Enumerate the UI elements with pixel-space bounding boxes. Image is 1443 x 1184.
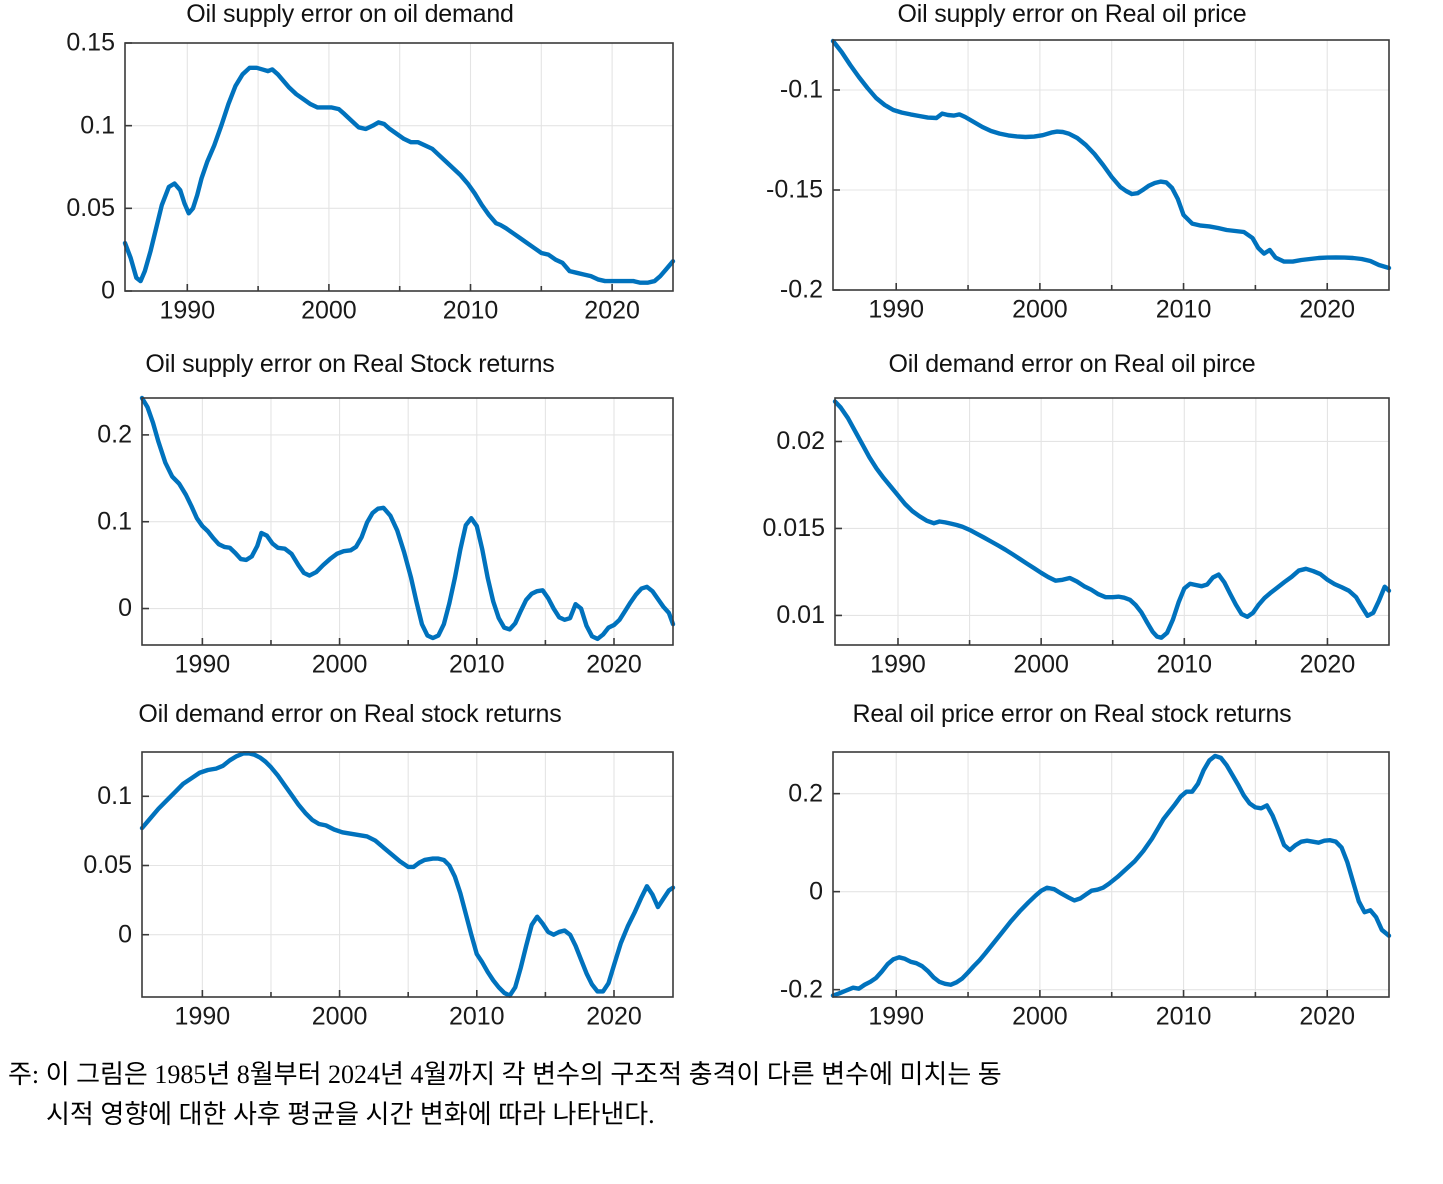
x-tick-label: 2000 [1013, 651, 1069, 679]
chart-gridlines [833, 40, 1389, 290]
chart-panel-top-left: Oil supply error on oil demand 0 0.05 0.1 0.… [0, 0, 700, 340]
chart-canvas-bottom-left: 0 0.05 0.1 1990 2000 2010 2020 [83, 751, 676, 1031]
y-tick-label: 0.01 [776, 601, 825, 629]
chart-series-line [830, 753, 1392, 998]
chart-axis-box [141, 751, 674, 998]
y-tick-label: 0.2 [97, 421, 132, 449]
chart-title-top-left: Oil supply error on oil demand [186, 0, 514, 28]
chart-canvas-middle-left: 0 0.1 0.2 1990 2000 2010 2020 [97, 395, 676, 679]
y-tick-label: 0.015 [762, 514, 825, 542]
chart-gridlines [833, 752, 1389, 997]
chart-canvas-middle-right: 0.01 0.015 0.02 1990 2000 2010 2020 [762, 397, 1392, 679]
x-tick-label: 1990 [175, 1003, 231, 1031]
chart-axis-box [834, 397, 1390, 646]
chart-axis-box [832, 751, 1390, 998]
chart-series-line [830, 38, 1392, 271]
y-tick-label: -0.2 [780, 975, 823, 1003]
chart-ticks: -0.2 -0.15 -0.1 1990 2000 2010 2020 [766, 76, 1355, 324]
x-tick-label: 2000 [312, 651, 368, 679]
y-tick-label: -0.15 [766, 176, 823, 204]
y-tick-label: 0 [118, 920, 132, 948]
chart-gridlines [142, 398, 673, 645]
chart-ticks: 0.01 0.015 0.02 1990 2000 2010 2020 [762, 427, 1355, 678]
x-tick-label: 2010 [449, 1003, 505, 1031]
y-tick-label: -0.1 [780, 76, 823, 104]
caption-line-1: 주: 이 그림은 1985년 8월부터 2024년 4월까지 각 변수의 구조적… [8, 1060, 1002, 1089]
y-tick-label: 0.1 [97, 507, 132, 535]
chart-title-top-right: Oil supply error on Real oil price [897, 0, 1247, 28]
x-tick-label: 1990 [868, 296, 924, 324]
chart-title-middle-right: Oil demand error on Real oil pirce [888, 350, 1256, 378]
y-tick-label: 0.15 [66, 29, 115, 57]
y-tick-label: 0.05 [66, 194, 115, 222]
chart-title-middle-left: Oil supply error on Real Stock returns [145, 350, 555, 378]
x-tick-label: 2020 [584, 297, 640, 325]
y-tick-label: 0.05 [83, 851, 132, 879]
x-tick-label: 1990 [870, 651, 926, 679]
chart-series-line [122, 65, 676, 285]
chart-ticks: 0 0.05 0.1 1990 2000 2010 2020 [83, 782, 641, 1031]
y-tick-label: 0.1 [80, 111, 115, 139]
chart-panel-bottom-right: Real oil price error on Real stock retur… [722, 700, 1422, 1050]
x-tick-label: 2020 [1299, 1003, 1355, 1031]
y-tick-label: -0.2 [780, 276, 823, 304]
chart-series-line [139, 751, 676, 998]
x-tick-label: 2010 [449, 651, 505, 679]
x-tick-label: 2000 [312, 1003, 368, 1031]
y-tick-label: 0 [118, 594, 132, 622]
chart-canvas-bottom-right: -0.2 0 0.2 1990 2000 2010 2020 [780, 751, 1392, 1031]
x-tick-label: 1990 [159, 297, 215, 325]
chart-canvas-top-right: -0.2 -0.15 -0.1 1990 2000 2010 2020 [766, 38, 1392, 324]
y-tick-label: 0.1 [97, 782, 132, 810]
chart-gridlines [125, 43, 673, 291]
chart-ticks: 0 0.05 0.1 0.15 1990 2000 2010 2020 [66, 29, 640, 325]
y-tick-label: 0 [101, 277, 115, 305]
x-tick-label: 2010 [1156, 1003, 1212, 1031]
x-tick-label: 1990 [175, 651, 231, 679]
x-tick-label: 2000 [1012, 296, 1068, 324]
figure-caption: 주: 이 그림은 1985년 8월부터 2024년 4월까지 각 변수의 구조적… [8, 1055, 1438, 1136]
y-tick-label: 0.02 [776, 427, 825, 455]
chart-axis-box [832, 39, 1390, 291]
chart-panel-top-right: Oil supply error on Real oil price -0.2 -0… [722, 0, 1422, 340]
chart-series-line [832, 399, 1392, 640]
chart-ticks: 0 0.1 0.2 1990 2000 2010 2020 [97, 421, 642, 679]
x-tick-label: 2000 [301, 297, 357, 325]
x-tick-label: 2010 [1156, 296, 1212, 324]
y-tick-label: 0.2 [788, 779, 823, 807]
chart-canvas-top-left: 0 0.05 0.1 0.15 1990 2000 2010 2020 [66, 29, 676, 325]
chart-panel-middle-left: Oil supply error on Real Stock returns 0 0… [0, 350, 700, 695]
x-tick-label: 2010 [443, 297, 499, 325]
x-tick-label: 2010 [1156, 651, 1212, 679]
chart-gridlines [835, 398, 1389, 645]
y-tick-label: 0 [809, 877, 823, 905]
x-tick-label: 1990 [868, 1003, 924, 1031]
x-tick-label: 2000 [1012, 1003, 1068, 1031]
chart-title-bottom-left: Oil demand error on Real stock returns [138, 700, 562, 728]
chart-ticks: -0.2 0 0.2 1990 2000 2010 2020 [780, 779, 1355, 1030]
x-tick-label: 2020 [586, 651, 642, 679]
x-tick-label: 2020 [1299, 296, 1355, 324]
chart-gridlines [142, 752, 673, 997]
chart-panel-bottom-left: Oil demand error on Real stock returns 0 0… [0, 700, 700, 1050]
chart-panel-middle-right: Oil demand error on Real oil pirce 0.01 0.… [722, 350, 1422, 695]
x-tick-label: 2020 [586, 1003, 642, 1031]
chart-series-line [139, 395, 676, 642]
caption-line-2: 시적 영향에 대한 사후 평균을 시간 변화에 따라 나타낸다. [46, 1100, 655, 1130]
chart-title-bottom-right: Real oil price error on Real stock retur… [852, 700, 1292, 728]
x-tick-label: 2020 [1300, 651, 1356, 679]
